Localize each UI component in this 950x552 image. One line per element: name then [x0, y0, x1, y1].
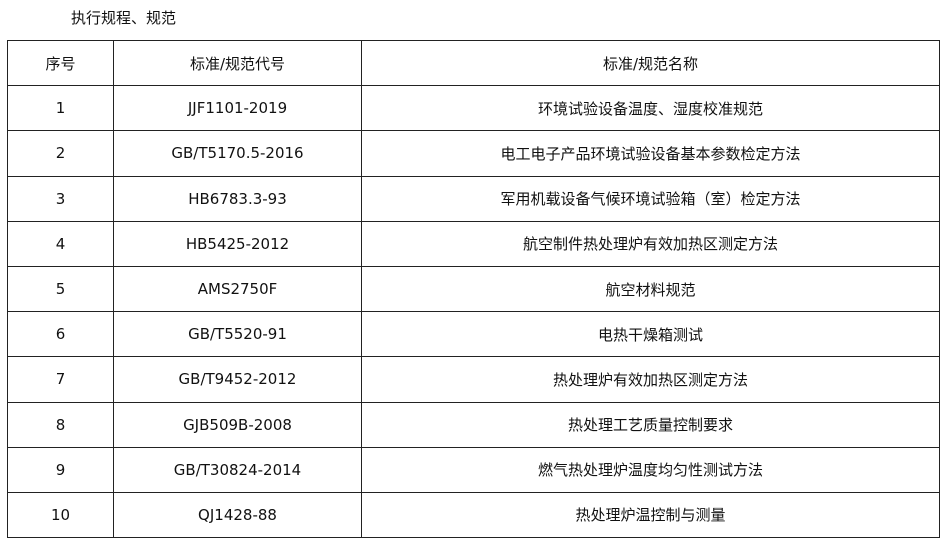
header-name: 标准/规范名称: [361, 39, 940, 87]
cell-index: 4: [7, 220, 114, 267]
page-title: 执行规程、规范: [71, 9, 177, 27]
cell-code: GB/T5170.5-2016: [113, 130, 362, 177]
table-row: 9 GB/T30824-2014 燃气热处理炉温度均匀性测试方法: [7, 446, 940, 493]
table-row: 10 QJ1428-88 热处理炉温控制与测量: [7, 491, 940, 539]
cell-index: 8: [7, 401, 114, 448]
header-code: 标准/规范代号: [113, 39, 362, 87]
table-row: 6 GB/T5520-91 电热干燥箱测试: [7, 311, 940, 358]
cell-index: 6: [7, 311, 114, 358]
cell-code: HB6783.3-93: [113, 175, 362, 222]
cell-name: 燃气热处理炉温度均匀性测试方法: [361, 446, 940, 493]
cell-index: 2: [7, 130, 114, 177]
table-row: 1 JJF1101-2019 环境试验设备温度、湿度校准规范: [7, 85, 940, 132]
cell-index: 1: [7, 85, 114, 132]
table-row: 3 HB6783.3-93 军用机载设备气候环境试验箱（室）检定方法: [7, 175, 940, 222]
cell-name: 军用机载设备气候环境试验箱（室）检定方法: [361, 175, 940, 222]
table-header: 序号 标准/规范代号 标准/规范名称: [7, 39, 940, 87]
cell-name: 热处理炉有效加热区测定方法: [361, 356, 940, 403]
cell-index: 10: [7, 491, 114, 539]
table-row: 8 GJB509B-2008 热处理工艺质量控制要求: [7, 401, 940, 448]
header-index: 序号: [7, 39, 114, 87]
cell-code: AMS2750F: [113, 265, 362, 313]
cell-name: 环境试验设备温度、湿度校准规范: [361, 85, 940, 132]
table-row: 2 GB/T5170.5-2016 电工电子产品环境试验设备基本参数检定方法: [7, 130, 940, 177]
cell-code: HB5425-2012: [113, 220, 362, 267]
table-row: 5 AMS2750F 航空材料规范: [7, 265, 940, 313]
cell-code: GB/T5520-91: [113, 311, 362, 358]
cell-name: 热处理工艺质量控制要求: [361, 401, 940, 448]
cell-name: 电热干燥箱测试: [361, 311, 940, 358]
cell-code: QJ1428-88: [113, 491, 362, 539]
cell-name: 航空制件热处理炉有效加热区测定方法: [361, 220, 940, 267]
cell-index: 3: [7, 175, 114, 222]
cell-index: 7: [7, 356, 114, 403]
cell-index: 5: [7, 265, 114, 313]
cell-name: 热处理炉温控制与测量: [361, 491, 940, 539]
cell-code: GB/T30824-2014: [113, 446, 362, 493]
cell-code: GJB509B-2008: [113, 401, 362, 448]
cell-code: GB/T9452-2012: [113, 356, 362, 403]
table-row: 7 GB/T9452-2012 热处理炉有效加热区测定方法: [7, 356, 940, 403]
cell-name: 航空材料规范: [361, 265, 940, 313]
table-row: 4 HB5425-2012 航空制件热处理炉有效加热区测定方法: [7, 220, 940, 267]
cell-name: 电工电子产品环境试验设备基本参数检定方法: [361, 130, 940, 177]
standards-table: 序号 标准/规范代号 标准/规范名称 1 JJF1101-2019 环境试验设备温度…: [7, 39, 940, 539]
cell-index: 9: [7, 446, 114, 493]
cell-code: JJF1101-2019: [113, 85, 362, 132]
